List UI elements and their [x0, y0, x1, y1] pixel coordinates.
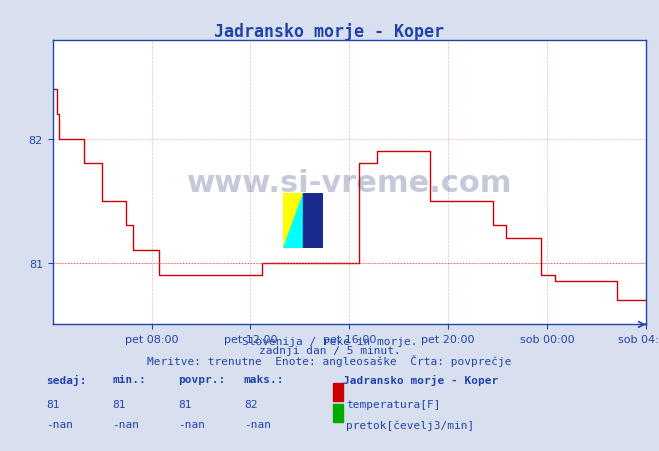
- Text: Jadransko morje - Koper: Jadransko morje - Koper: [343, 374, 498, 385]
- Text: 81: 81: [178, 399, 191, 409]
- Text: povpr.:: povpr.:: [178, 374, 225, 384]
- Text: sedaj:: sedaj:: [46, 374, 86, 385]
- Text: Slovenija / reke in morje.: Slovenija / reke in morje.: [242, 336, 417, 346]
- Text: -nan: -nan: [178, 419, 205, 429]
- Text: -nan: -nan: [112, 419, 139, 429]
- Text: maks.:: maks.:: [244, 374, 284, 384]
- Polygon shape: [283, 194, 303, 248]
- Text: Meritve: trenutne  Enote: angleosaške  Črta: povprečje: Meritve: trenutne Enote: angleosaške Črt…: [147, 354, 512, 366]
- Text: -nan: -nan: [244, 419, 271, 429]
- Text: www.si-vreme.com: www.si-vreme.com: [186, 168, 512, 197]
- Polygon shape: [303, 194, 323, 248]
- Text: 81: 81: [46, 399, 59, 409]
- Text: Jadransko morje - Koper: Jadransko morje - Koper: [214, 23, 445, 41]
- Text: temperatura[F]: temperatura[F]: [346, 399, 440, 409]
- Text: zadnji dan / 5 minut.: zadnji dan / 5 minut.: [258, 345, 401, 355]
- Text: pretok[čevelj3/min]: pretok[čevelj3/min]: [346, 419, 474, 430]
- Text: -nan: -nan: [46, 419, 73, 429]
- Text: 82: 82: [244, 399, 257, 409]
- Polygon shape: [283, 194, 303, 248]
- Text: min.:: min.:: [112, 374, 146, 384]
- Text: 81: 81: [112, 399, 125, 409]
